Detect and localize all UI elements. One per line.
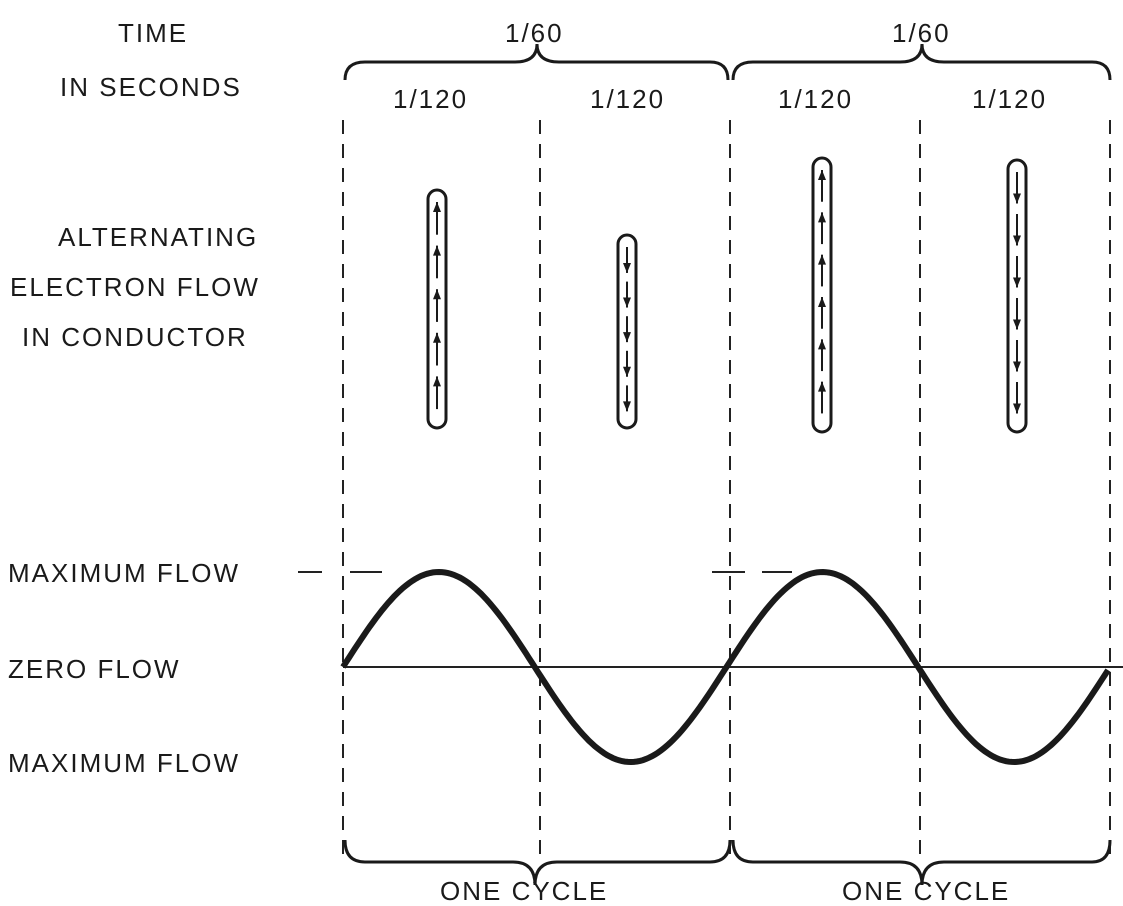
half-period-label: 1/120: [778, 84, 853, 114]
arrow-head: [623, 332, 631, 343]
arrow-head: [1013, 319, 1021, 330]
top-braces: [343, 43, 1112, 81]
dashed-guides: [342, 120, 1111, 860]
arrow-head: [433, 245, 441, 256]
arrow-head: [1013, 193, 1021, 204]
arrow-head: [433, 289, 441, 300]
arrow-head: [433, 332, 441, 343]
sine-wave: [340, 568, 1111, 766]
conductor: [426, 188, 448, 430]
axis-label: MAXIMUM FLOW: [8, 748, 240, 778]
axis-label: ZERO FLOW: [8, 654, 181, 684]
arrow-head: [1013, 403, 1021, 414]
arrow-head: [818, 212, 826, 223]
arrow-head: [433, 202, 441, 212]
conductor: [616, 233, 638, 430]
arrow-head: [623, 297, 631, 308]
arrow-head: [623, 262, 631, 273]
arrow-head: [623, 401, 631, 412]
half-period-label: 1/120: [393, 84, 468, 114]
conductor: [1006, 158, 1028, 434]
flow-label: ALTERNATING: [58, 222, 258, 252]
time-label: TIME: [118, 18, 188, 48]
axis-label: MAXIMUM FLOW: [8, 558, 240, 588]
arrow-head: [818, 381, 826, 392]
arrow-head: [818, 254, 826, 265]
time-label: IN SECONDS: [60, 72, 242, 102]
conductor: [811, 156, 833, 434]
cycle-label: ONE CYCLE: [440, 876, 608, 906]
period-label: 1/60: [892, 18, 951, 48]
half-period-label: 1/120: [972, 84, 1047, 114]
period-label: 1/60: [505, 18, 564, 48]
half-period-label: 1/120: [590, 84, 665, 114]
arrow-head: [818, 170, 826, 180]
arrow-head: [818, 297, 826, 307]
flow-label: ELECTRON FLOW: [10, 272, 260, 302]
cycle-label: ONE CYCLE: [842, 876, 1010, 906]
arrow-head: [818, 339, 826, 350]
arrow-head: [1013, 277, 1021, 288]
flow-label: IN CONDUCTOR: [22, 322, 248, 352]
arrow-head: [1013, 361, 1021, 372]
bottom-braces: [343, 839, 1112, 886]
arrow-head: [623, 366, 631, 377]
conductors: [426, 156, 1028, 434]
arrow-head: [433, 376, 441, 387]
arrow-head: [1013, 235, 1021, 246]
